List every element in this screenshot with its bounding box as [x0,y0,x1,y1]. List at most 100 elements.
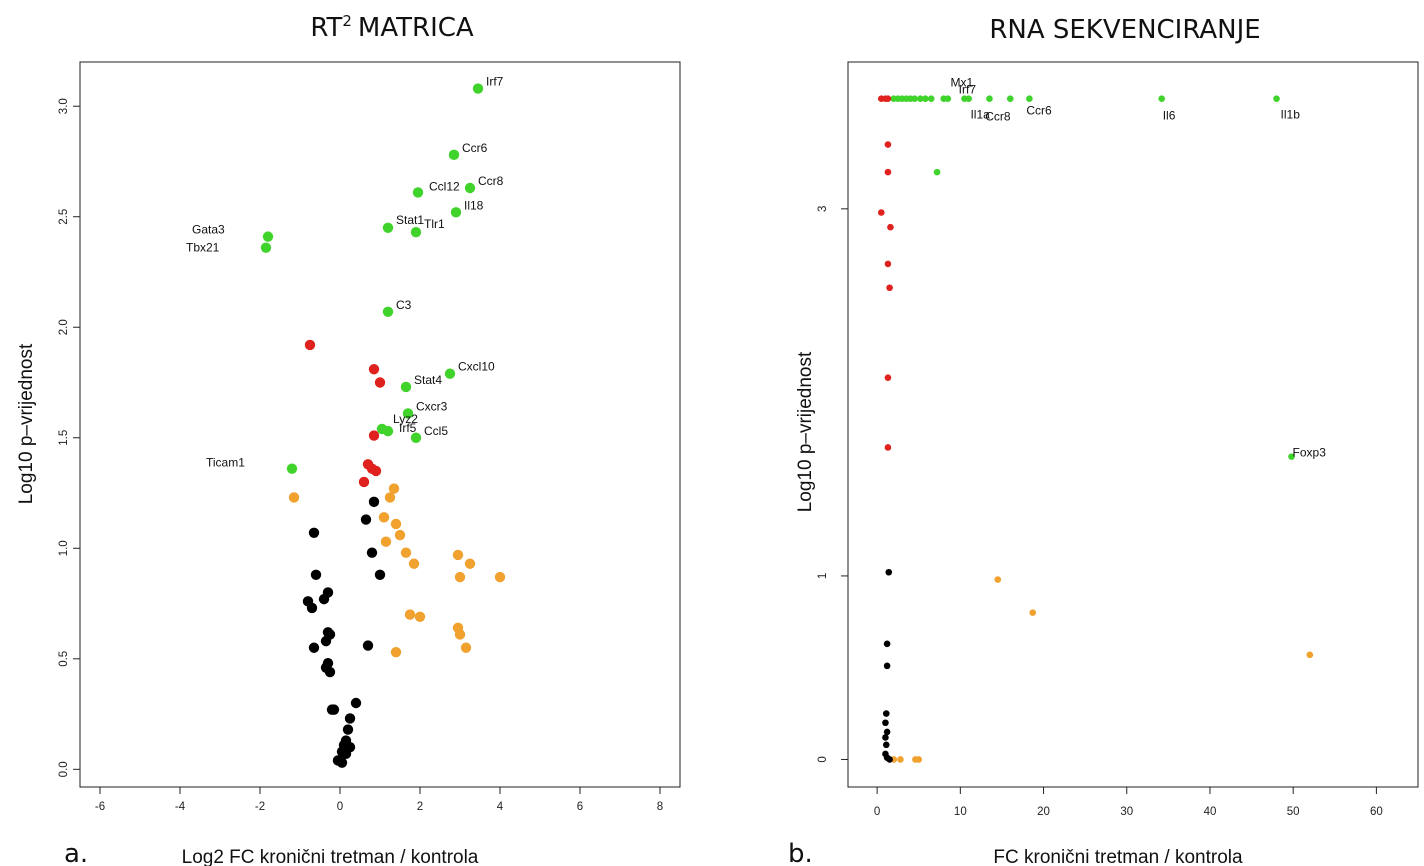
red-data-point [304,339,316,351]
panel-a-title-main: MATRICA [358,13,474,43]
green-data-point [382,306,394,317]
black-data-point [306,602,318,614]
point-label-foxp3: Foxp3 [1293,446,1327,460]
x-tick-label: 60 [1370,806,1383,818]
point-label-lyz2: Lyz2 [393,412,418,426]
black-data-point [885,568,893,576]
black-data-point [883,728,891,736]
panel-a-volcano-plot: RT2 MATRICA -6 -4 -2 0 2 4 6 8 0.00.51.01.52.02.… [16,12,681,866]
point-label-tlr1: Tlr1 [424,217,445,231]
black-data-point [360,514,372,525]
orange-data-point [390,518,402,530]
orange-data-point [454,629,466,640]
panel-a-title-prefix: RT [310,13,342,43]
black-data-point [324,666,336,678]
panel-a-points: Irf7 Ccr6 Ccl12 Ccr8 Il18 Stat1 Tlr1 Gata3 Tbx21… [186,75,506,768]
point-label-il18: Il18 [464,198,484,212]
green-data-point [917,95,924,103]
panel-b-title: RNA SEKVENCIRANJE [989,15,1260,45]
orange-data-point [464,558,476,569]
point-label-ccl5: Ccl5 [424,424,448,438]
panel-a-title-superscript: 2 [342,12,352,30]
x-tick-label: 2 [417,801,423,813]
red-data-point [887,223,894,231]
red-data-point [884,141,892,148]
point-label-cxcr3: Cxcr3 [416,399,448,413]
y-tick-label: 2.5 [58,209,70,225]
panel-b-plot-frame [847,61,1419,788]
orange-data-point [1029,609,1037,616]
x-tick-label: 0 [874,806,880,818]
orange-data-point [388,483,400,494]
green-data-point [986,95,993,103]
red-data-point [370,465,382,477]
green-data-point [412,187,424,198]
black-data-point [350,697,362,709]
green-data-point [922,95,929,103]
x-tick-label: 6 [577,801,583,813]
panel-b-x-axis-label: FC kronični tretman / kontrola [993,847,1243,866]
green-data-point [933,168,941,176]
green-data-point [944,95,952,103]
green-data-point [382,425,394,437]
x-tick-label: 8 [657,801,663,813]
panel-b-x-axis: 0 10 20 30 40 50 60 [874,787,1383,818]
point-label-ccl12: Ccl12 [429,179,460,193]
green-data-point [382,222,394,233]
orange-data-point [394,529,406,541]
y-tick-label: 0.0 [58,761,70,777]
black-data-point [328,704,340,715]
red-data-point [886,284,893,292]
green-data-point [1026,95,1033,103]
black-data-point [308,527,320,539]
black-data-point [366,547,378,558]
point-label-il1b: Il1b [1281,108,1301,122]
x-tick-label: 0 [337,801,343,813]
panel-a-y-axis-label: Log10 p–vrijednost [16,343,37,504]
red-data-point [884,95,892,103]
black-data-point [368,496,380,508]
panel-b-volcano-plot: RNA SEKVENCIRANJE 0 10 20 30 40 50 60 013 Mx1I… [788,15,1419,866]
black-data-point [318,593,330,605]
red-data-point [358,476,370,488]
y-tick-label: 1.0 [58,540,70,556]
panel-a-x-axis-label: Log2 FC kronični tretman / kontrola [182,847,479,866]
panel-a-letter: a. [64,839,88,866]
panel-a-x-axis: -6 -4 -2 0 2 4 6 8 [95,787,663,813]
red-data-point [368,430,380,441]
panel-a-title: RT2 MATRICA [310,12,474,43]
black-data-point [310,569,322,581]
orange-data-point [414,611,426,623]
orange-data-point [915,756,923,763]
orange-data-point [408,558,420,569]
point-label-irf7: Irf7 [959,83,977,97]
red-data-point [884,260,892,268]
orange-data-point [454,571,466,583]
point-label-gata3: Gata3 [192,223,225,237]
orange-data-point [460,642,472,653]
point-label-c3: C3 [396,298,412,312]
red-data-point [374,377,386,388]
y-tick-label: 1.5 [58,430,70,446]
x-tick-label: 10 [954,806,967,818]
y-tick-label: 3.0 [58,98,70,114]
orange-data-point [994,576,1002,583]
orange-data-point [288,492,300,503]
green-data-point [1273,95,1280,103]
orange-data-point [1306,651,1314,659]
green-data-point [965,95,972,103]
point-label-irf7: Irf7 [486,75,504,89]
black-data-point [340,748,352,760]
black-data-point [883,640,891,648]
orange-data-point [494,571,506,583]
red-data-point [877,209,885,216]
black-data-point [374,569,386,581]
green-data-point [410,226,422,238]
x-tick-label: 50 [1287,806,1300,818]
black-data-point [882,741,890,749]
point-label-ticam1: Ticam1 [206,456,245,470]
y-tick-label: 0.5 [58,651,70,667]
panel-a-plot-frame [79,61,681,788]
orange-data-point [390,646,402,658]
